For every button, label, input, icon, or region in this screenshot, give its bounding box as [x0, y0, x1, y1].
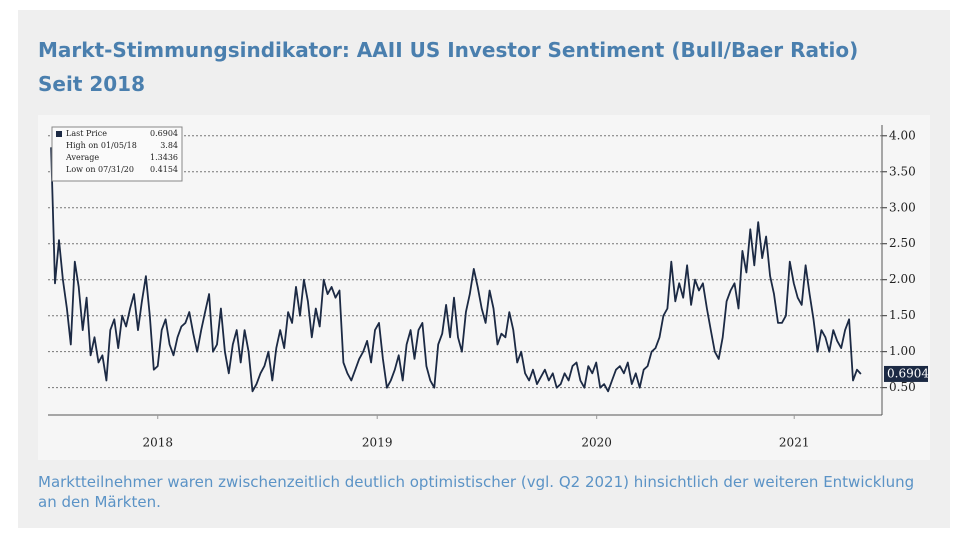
chart: 0.50 1.00 1.50 2.00 2.50 3.00 3.50 4.00 2018 2019… [38, 115, 930, 460]
y-tick-label: 2.50 [889, 236, 916, 250]
legend-box [51, 126, 183, 182]
line [50, 147, 862, 393]
legend-label: Last Price [66, 129, 107, 138]
legend: Last Price 0.6904 High on 01/05/18 3.84 Aver… [51, 126, 183, 182]
legend-label: Low on 07/31/20 [66, 165, 134, 174]
legend-label: Average [65, 153, 99, 162]
legend-label: High on 01/05/18 [66, 141, 137, 150]
x-tick-label: 2019 [362, 436, 393, 450]
legend-swatch [56, 131, 62, 137]
panel: Markt-Stimmungsindikator: AAII US Invest… [18, 10, 950, 528]
y-tick-label: 3.00 [889, 200, 916, 214]
caption: Marktteilnehmer waren zwischenzeitlich d… [38, 473, 915, 511]
y-tick-label: 2.00 [889, 272, 916, 286]
title: Markt-Stimmungsindikator: AAII US Invest… [38, 38, 859, 62]
y-tick-label: 0.50 [889, 380, 916, 394]
y-tick-label: 3.50 [889, 164, 916, 178]
y-tick-label: 1.50 [889, 308, 916, 322]
legend-value: 0.4154 [150, 165, 178, 174]
x-tick-label: 2020 [581, 436, 612, 450]
x-tick-label: 2021 [779, 436, 810, 450]
legend-value: 3.84 [160, 141, 178, 150]
subtitle: Seit 2018 [38, 72, 146, 96]
legend-value: 0.6904 [150, 129, 178, 138]
y-tick-label: 1.00 [889, 344, 916, 358]
legend-value: 1.3436 [150, 153, 178, 162]
last-price-tag [884, 365, 928, 382]
last-price-label: 0.6904 [887, 366, 929, 380]
y-tick-label: 4.00 [889, 128, 916, 142]
chart-background [38, 115, 930, 460]
x-tick-label: 2018 [142, 436, 173, 450]
